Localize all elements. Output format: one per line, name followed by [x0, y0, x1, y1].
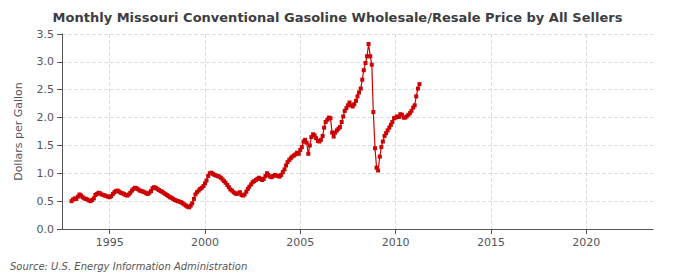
- svg-text:0.5: 0.5: [37, 195, 55, 208]
- svg-text:1995: 1995: [96, 236, 124, 249]
- svg-text:Monthly Missouri Conventional: Monthly Missouri Conventional Gasoline W…: [53, 10, 623, 25]
- svg-text:Dollars per Gallon: Dollars per Gallon: [12, 82, 25, 181]
- svg-text:2.0: 2.0: [37, 111, 55, 124]
- svg-text:Source: U.S. Energy Informatio: Source: U.S. Energy Information Administ…: [10, 261, 247, 272]
- svg-text:2.5: 2.5: [37, 83, 55, 96]
- svg-text:1.0: 1.0: [37, 167, 55, 180]
- svg-text:2005: 2005: [286, 236, 314, 249]
- svg-text:3.5: 3.5: [37, 28, 55, 41]
- svg-text:2015: 2015: [477, 236, 505, 249]
- svg-text:0.0: 0.0: [37, 223, 55, 236]
- svg-text:3.0: 3.0: [37, 55, 55, 68]
- svg-text:2010: 2010: [382, 236, 410, 249]
- svg-text:1.5: 1.5: [37, 139, 55, 152]
- svg-text:2020: 2020: [572, 236, 600, 249]
- svg-text:2000: 2000: [191, 236, 219, 249]
